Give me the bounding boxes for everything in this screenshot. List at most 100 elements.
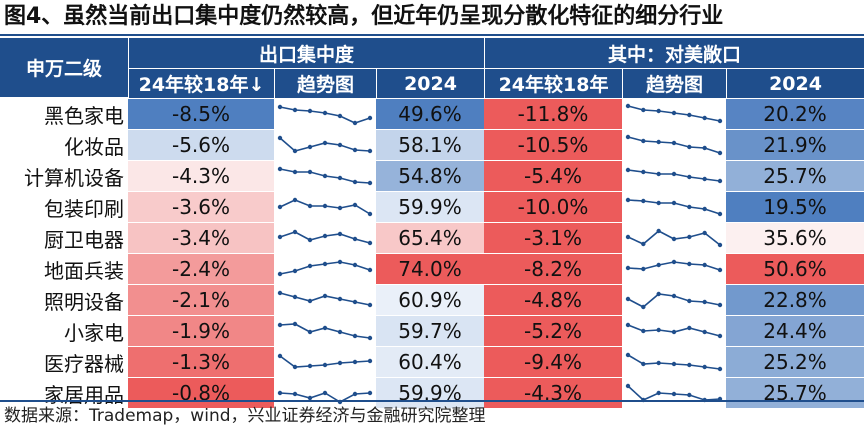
- sparkline-point: [687, 261, 692, 267]
- value-2024-2-cell: 24.4%: [726, 315, 864, 346]
- sparkline-point: [625, 167, 631, 173]
- sparkline-point: [687, 144, 692, 150]
- sparkline-point: [292, 229, 298, 235]
- sparkline-point: [322, 140, 328, 146]
- sparkline-point: [687, 204, 692, 210]
- change-2-cell: -3.1%: [484, 222, 623, 253]
- sparkline-point: [322, 173, 328, 179]
- sparkline-point: [322, 233, 328, 239]
- sparkline: [277, 390, 373, 405]
- header-trend-2: 趋势图: [622, 69, 727, 98]
- sparkline: [625, 322, 723, 339]
- change-2-cell: -5.2%: [484, 315, 623, 346]
- value-2024-1-cell: 59.9%: [376, 377, 485, 408]
- trend-1-cell: [274, 98, 376, 129]
- value-2024-2-cell: 19.5%: [726, 191, 864, 222]
- sparkline: [277, 259, 373, 277]
- sparkline: [625, 352, 723, 372]
- value-2024-2-cell: 35.6%: [726, 222, 864, 253]
- sparkline: [625, 103, 723, 124]
- sparkline: [277, 166, 373, 186]
- sparkline-point: [702, 115, 707, 121]
- trend-2-cell: [622, 160, 727, 191]
- table-row: 化妆品 -5.6% 58.1% -10.5% 21.9%: [0, 129, 864, 160]
- value-2024-2-cell: 21.9%: [726, 129, 864, 160]
- sparkline-point: [656, 139, 661, 145]
- sparkline-point: [352, 299, 358, 305]
- sparkline-point: [625, 352, 631, 358]
- change-2-cell: -8.2%: [484, 253, 623, 284]
- trend-1-cell: [274, 129, 376, 160]
- change-2-cell: -5.4%: [484, 160, 623, 191]
- sparkline-point: [656, 108, 661, 114]
- top-rule: [0, 34, 864, 36]
- header-trend-1: 趋势图: [274, 69, 376, 98]
- sparkline: [625, 197, 723, 217]
- sparkline: [625, 228, 723, 248]
- sparkline-point: [656, 171, 661, 177]
- sparkline-point: [641, 266, 646, 272]
- change-2-cell: -11.8%: [484, 98, 623, 129]
- sparkline-point: [352, 179, 358, 185]
- table-row: 照明设备 -2.1% 60.9% -4.8% 22.8%: [0, 284, 864, 315]
- sparkline-point: [307, 298, 313, 304]
- sparkline-point: [625, 322, 631, 328]
- trend-1-cell: [274, 284, 376, 315]
- industry-name: 计算机设备: [0, 160, 128, 191]
- table-row: 小家电 -1.9% 59.7% -5.2% 24.4%: [0, 315, 864, 346]
- sparkline-point: [367, 180, 373, 186]
- sparkline-point: [277, 290, 283, 296]
- industry-name: 医疗器械: [0, 346, 128, 377]
- sparkline-point: [671, 236, 677, 242]
- header-export-concentration: 出口集中度: [128, 38, 485, 69]
- industry-table: 申万二级 出口集中度 其中：对美敞口 24年较18年↓ 趋势图 2024 24年…: [0, 38, 864, 408]
- sparkline-point: [656, 390, 661, 396]
- sparkline-point: [292, 391, 298, 397]
- trend-2-cell: [622, 315, 727, 346]
- sparkline-point: [625, 383, 631, 389]
- change-2-cell: -4.3%: [484, 377, 623, 408]
- value-2024-1-cell: 59.7%: [376, 315, 485, 346]
- sparkline-point: [367, 148, 373, 154]
- sparkline-point: [337, 296, 343, 302]
- sparkline-point: [367, 211, 373, 217]
- sparkline-point: [292, 321, 298, 327]
- sparkline-point: [367, 240, 373, 246]
- sparkline-point: [717, 118, 723, 124]
- sparkline-point: [671, 293, 677, 299]
- sparkline-point: [702, 206, 707, 212]
- change-1-cell: -5.6%: [128, 129, 274, 160]
- sparkline-point: [322, 293, 328, 299]
- sparkline-point: [625, 296, 631, 302]
- sparkline-point: [641, 361, 646, 367]
- trend-2-cell: [622, 284, 727, 315]
- sparkline-point: [307, 395, 313, 401]
- trend-1-cell: [274, 222, 376, 253]
- change-1-cell: -2.4%: [128, 253, 274, 284]
- trend-2-cell: [622, 377, 727, 408]
- sparkline: [277, 104, 373, 126]
- sparkline-point: [702, 329, 707, 335]
- sparkline-point: [277, 166, 283, 172]
- change-1-cell: -1.9%: [128, 315, 274, 346]
- sparkline-point: [717, 150, 723, 156]
- value-2024-2-cell: 25.7%: [726, 160, 864, 191]
- change-2-cell: -10.5%: [484, 129, 623, 160]
- industry-name: 包装印刷: [0, 191, 128, 222]
- sparkline-point: [687, 392, 692, 398]
- bottom-rule: [0, 400, 864, 402]
- trend-1-cell: [274, 160, 376, 191]
- sparkline-point: [367, 267, 373, 273]
- figure-title: 图4、虽然当前出口集中度仍然较高，但近年仍呈现分散化特征的细分行业: [4, 4, 724, 29]
- sparkline-point: [277, 353, 283, 359]
- trend-2-cell: [622, 98, 727, 129]
- change-2-cell: -10.0%: [484, 191, 623, 222]
- sparkline-point: [292, 148, 298, 154]
- change-1-cell: -1.3%: [128, 346, 274, 377]
- table-row: 计算机设备 -4.3% 54.8% -5.4% 25.7%: [0, 160, 864, 191]
- trend-2-cell: [622, 253, 727, 284]
- sparkline-point: [307, 363, 313, 369]
- sparkline-point: [702, 230, 707, 236]
- value-2024-2-cell: 25.7%: [726, 377, 864, 408]
- value-2024-1-cell: 58.1%: [376, 129, 485, 160]
